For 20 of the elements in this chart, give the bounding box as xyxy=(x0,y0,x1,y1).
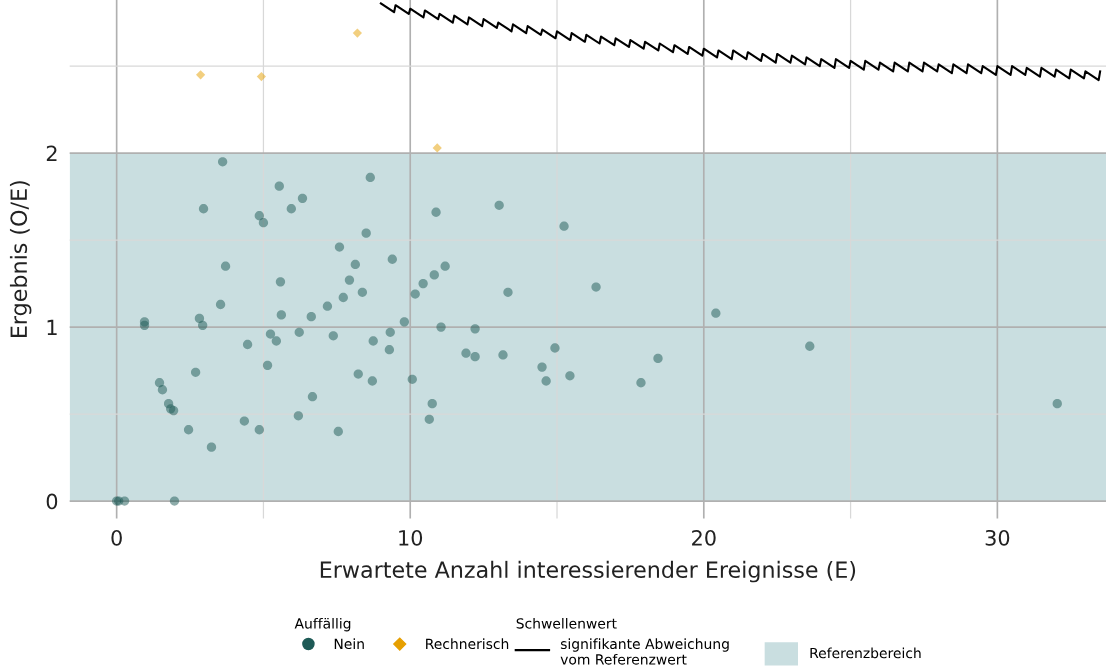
y-axis-title: Ergebnis (O/E) xyxy=(9,181,32,338)
point xyxy=(256,71,266,82)
x-tick-label: 0 xyxy=(111,529,122,546)
x-tick-label: 30 xyxy=(985,529,1010,546)
legend-title: Auffällig xyxy=(294,617,351,632)
x-tick-label: 20 xyxy=(692,529,716,546)
legend-label: Referenzbereich xyxy=(810,647,921,659)
y-tick-label: 1 xyxy=(47,319,57,336)
legend-label: Nein xyxy=(334,638,364,650)
line-series xyxy=(379,2,1102,82)
y-tick-label: 2 xyxy=(46,145,57,162)
point xyxy=(432,143,442,153)
point xyxy=(196,70,206,80)
x-axis-title: Erwartete Anzahl interessierender Ereignisse (E) xyxy=(320,560,856,583)
y-tick-label: 0 xyxy=(46,493,58,510)
legend-label: Rechnerisch xyxy=(426,638,509,650)
x-tick-label: 10 xyxy=(399,529,423,546)
point xyxy=(352,28,362,38)
legend-label: signifikante Abweichung vom Referenzwert xyxy=(560,638,729,665)
text: Schwellenwert xyxy=(516,617,617,629)
